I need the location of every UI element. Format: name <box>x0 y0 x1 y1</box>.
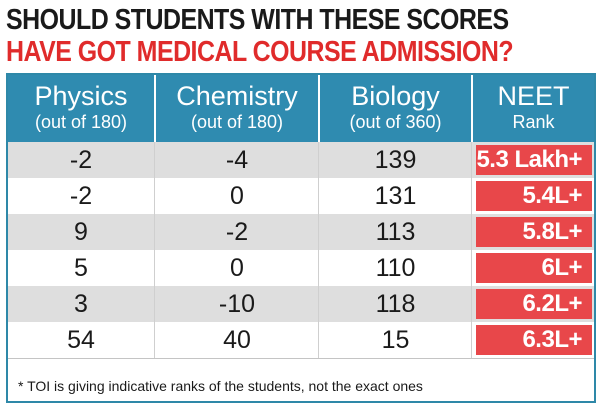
chemistry-score-cell: 40 <box>223 326 251 354</box>
header-subtitle: (out of 360) <box>349 112 442 132</box>
header-title: Chemistry <box>176 81 298 111</box>
physics-score-cell: 3 <box>74 290 88 318</box>
header-biology: Biology (out of 360) <box>320 75 471 142</box>
scores-table: Physics (out of 180) Chemistry (out of 1… <box>6 73 596 403</box>
footnote: * TOI is giving indicative ranks of the … <box>18 378 423 394</box>
table-row: -2 0 131 5.4L+ <box>8 178 594 214</box>
physics-score-cell: 54 <box>67 326 95 354</box>
header-title: Physics <box>34 81 128 111</box>
table-row: 5 0 110 6L+ <box>8 250 594 286</box>
biology-score-cell: 131 <box>374 182 417 210</box>
chemistry-score-cell: -10 <box>218 290 256 318</box>
table-bottom-rule <box>8 358 594 359</box>
header-title: Biology <box>351 81 440 111</box>
physics-score-cell: 5 <box>74 254 88 282</box>
headline-line-2: HAVE GOT MEDICAL COURSE ADMISSION? <box>6 36 514 68</box>
column-divider <box>318 142 319 358</box>
headline-line-1: SHOULD STUDENTS WITH THESE SCORES <box>6 4 509 36</box>
biology-score-cell: 139 <box>374 146 417 174</box>
column-divider <box>154 142 155 358</box>
neet-rank-badge: 6.3L+ <box>476 325 592 355</box>
physics-score-cell: -2 <box>69 182 93 210</box>
biology-score-cell: 15 <box>381 326 410 354</box>
biology-score-cell: 113 <box>375 218 416 246</box>
chemistry-score-cell: -2 <box>225 218 249 246</box>
biology-score-cell: 118 <box>375 290 416 318</box>
header-subtitle: (out of 180) <box>34 112 128 132</box>
header-divider <box>154 75 156 142</box>
header-subtitle: (out of 180) <box>190 112 284 132</box>
table-header: Physics (out of 180) Chemistry (out of 1… <box>8 75 594 142</box>
neet-rank-badge: 6.2L+ <box>476 289 592 319</box>
table-row: 9 -2 113 5.8L+ <box>8 214 594 250</box>
neet-rank-badge: 6L+ <box>476 253 592 283</box>
header-divider <box>318 75 320 142</box>
physics-score-cell: -2 <box>69 146 93 174</box>
chemistry-score-cell: -4 <box>225 146 249 174</box>
biology-score-cell: 110 <box>375 254 416 282</box>
table-row: 3 -10 118 6.2L+ <box>8 286 594 322</box>
header-title: NEET <box>497 81 570 111</box>
column-divider <box>471 142 472 358</box>
header-chemistry: Chemistry (out of 180) <box>156 75 318 142</box>
header-subtitle: Rank <box>512 112 555 132</box>
header-divider <box>471 75 473 142</box>
header-neet-rank: NEET Rank <box>473 75 594 142</box>
table-row: 54 40 15 6.3L+ <box>8 322 594 358</box>
table-row: -2 -4 139 5.3 Lakh+ <box>8 142 594 178</box>
chemistry-score-cell: 0 <box>230 254 244 282</box>
neet-rank-badge: 5.8L+ <box>476 217 592 247</box>
header-physics: Physics (out of 180) <box>8 75 154 142</box>
chemistry-score-cell: 0 <box>230 182 244 210</box>
headline: SHOULD STUDENTS WITH THESE SCORES HAVE G… <box>6 4 596 68</box>
neet-rank-badge: 5.4L+ <box>476 181 592 211</box>
physics-score-cell: 9 <box>74 218 88 246</box>
neet-rank-badge: 5.3 Lakh+ <box>476 145 592 175</box>
